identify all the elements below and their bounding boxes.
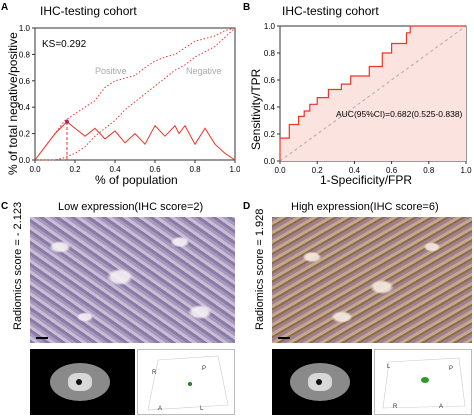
y-tick-label: 0.0	[19, 156, 31, 165]
x-tick-label: 0.6	[149, 165, 161, 174]
x-tick-label: 0.2	[312, 166, 324, 175]
render-label: A	[158, 406, 163, 412]
3d-render-image-low: R P A L	[137, 349, 235, 415]
ks-plot: KS=0.292 Positive Negative 0.0 0.2 0.4 0.6 0…	[19, 24, 240, 174]
y-tick-label: 1.0	[264, 22, 276, 31]
panel-label-d: D	[243, 201, 251, 212]
reference-diagonal	[279, 25, 467, 162]
x-tick-label: 0.0	[29, 165, 41, 174]
panel-label-a: A	[1, 2, 9, 13]
panel-label-b: B	[243, 2, 251, 13]
x-tick-label: 1.0	[229, 165, 240, 174]
x-tick-label: 0.4	[349, 166, 361, 175]
render-label: A	[439, 404, 444, 410]
y-tick-label: 0.0	[264, 157, 276, 166]
panel-c-title: Low expression(IHC score=2)	[58, 201, 204, 213]
plot-area-a	[34, 27, 236, 161]
legend-positive: Positive	[95, 66, 127, 76]
series-line-difference	[34, 121, 236, 161]
x-tick-label: 0.6	[386, 166, 398, 175]
render-label: P	[202, 366, 207, 372]
panel-b-xlabel: 1-Specificity/FPR	[320, 173, 413, 187]
y-tick-label: 0.8	[264, 49, 276, 58]
panel-a-xlabel: % of population	[95, 173, 178, 187]
y-tick-label: 0.8	[19, 50, 31, 59]
x-tick-label: 0.8	[423, 166, 435, 175]
render-label: R	[152, 370, 157, 376]
panel-d-ylabel: Radiomics score = 1.928	[254, 208, 266, 330]
panel-b-title: IHC-testing cohort	[282, 4, 379, 18]
ihc-histology-image-high	[272, 217, 472, 343]
ks-label: KS=0.292	[42, 39, 87, 50]
y-tick-label: 0.2	[19, 130, 31, 139]
auc-label: AUC(95%CI)=0.682(0.525-0.838)	[336, 109, 463, 119]
panel-c-ylabel: Radiomics score = - 2.123	[12, 201, 24, 330]
3d-render-image-high: L P R A	[374, 349, 472, 415]
render-label: L	[387, 364, 391, 370]
panel-label-c: C	[1, 201, 9, 212]
y-tick-label: 0.6	[19, 77, 31, 86]
ct-scan-image-low	[30, 349, 135, 415]
render-label: P	[449, 366, 454, 372]
roc-curve	[279, 25, 466, 161]
panel-d-title: High expression(IHC score=6)	[291, 201, 439, 213]
roc-plot: 0.0 0.2 0.4 0.6 0.8 1.0 0.0 0.2 0.4 0.6 0.8 1.0 AUC…	[264, 22, 472, 175]
series-line-negative	[35, 27, 236, 161]
scale-bar	[278, 337, 290, 339]
y-tick-label: 0.2	[264, 130, 276, 139]
y-tick-label: 0.4	[19, 103, 31, 112]
x-tick-label: 1.0	[460, 166, 472, 175]
x-tick-label: 0.8	[189, 165, 201, 174]
scale-bar	[36, 337, 48, 339]
y-tick-label: 1.0	[19, 24, 31, 33]
ct-scan-image-high	[272, 349, 372, 415]
render-label: L	[200, 406, 204, 412]
x-tick-label: 0.4	[109, 165, 121, 174]
series-line-positive	[34, 27, 236, 161]
ihc-histology-image-low	[30, 217, 235, 343]
render-label: R	[393, 404, 398, 410]
y-tick-label: 0.6	[264, 76, 276, 85]
y-tick-label: 0.4	[264, 103, 276, 112]
x-tick-label: 0.2	[69, 165, 81, 174]
x-tick-label: 0.0	[274, 166, 286, 175]
legend-negative: Negative	[186, 66, 222, 76]
panel-a-title: IHC-testing cohort	[40, 4, 137, 18]
ks-marker-point	[65, 119, 69, 124]
